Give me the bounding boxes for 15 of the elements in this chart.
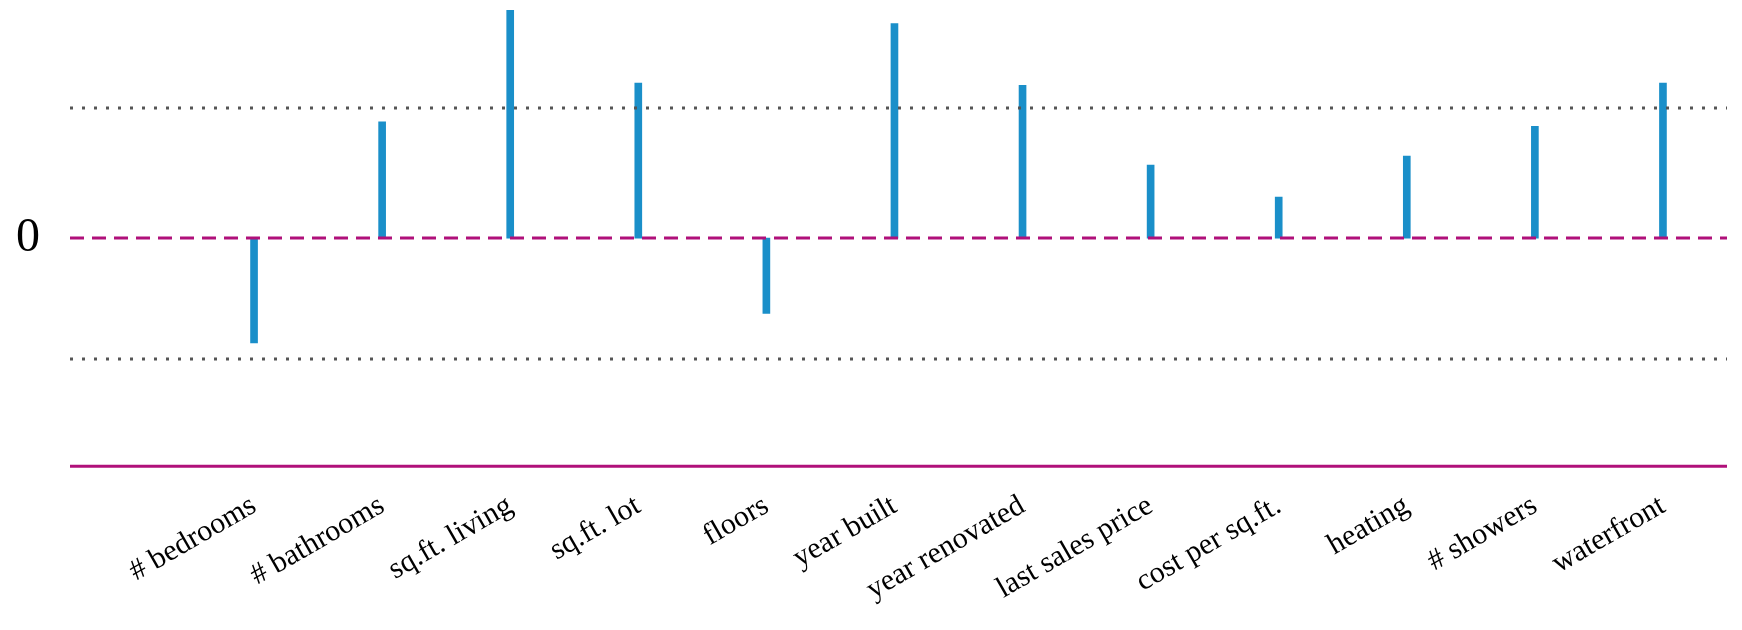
x-tick-label: sq.ft. lot	[542, 486, 646, 566]
bar	[250, 237, 258, 344]
bar	[762, 237, 771, 314]
ref-line-label: 0	[16, 207, 40, 261]
bar	[506, 10, 515, 239]
x-tick-label: floors	[696, 487, 774, 551]
bar	[378, 121, 386, 239]
bar	[1146, 164, 1155, 239]
bar	[1659, 82, 1667, 239]
bar	[634, 82, 643, 239]
bar	[1274, 196, 1283, 239]
bar	[1018, 84, 1027, 239]
bar	[1531, 125, 1539, 239]
bar	[1402, 155, 1411, 239]
bar	[890, 23, 899, 239]
